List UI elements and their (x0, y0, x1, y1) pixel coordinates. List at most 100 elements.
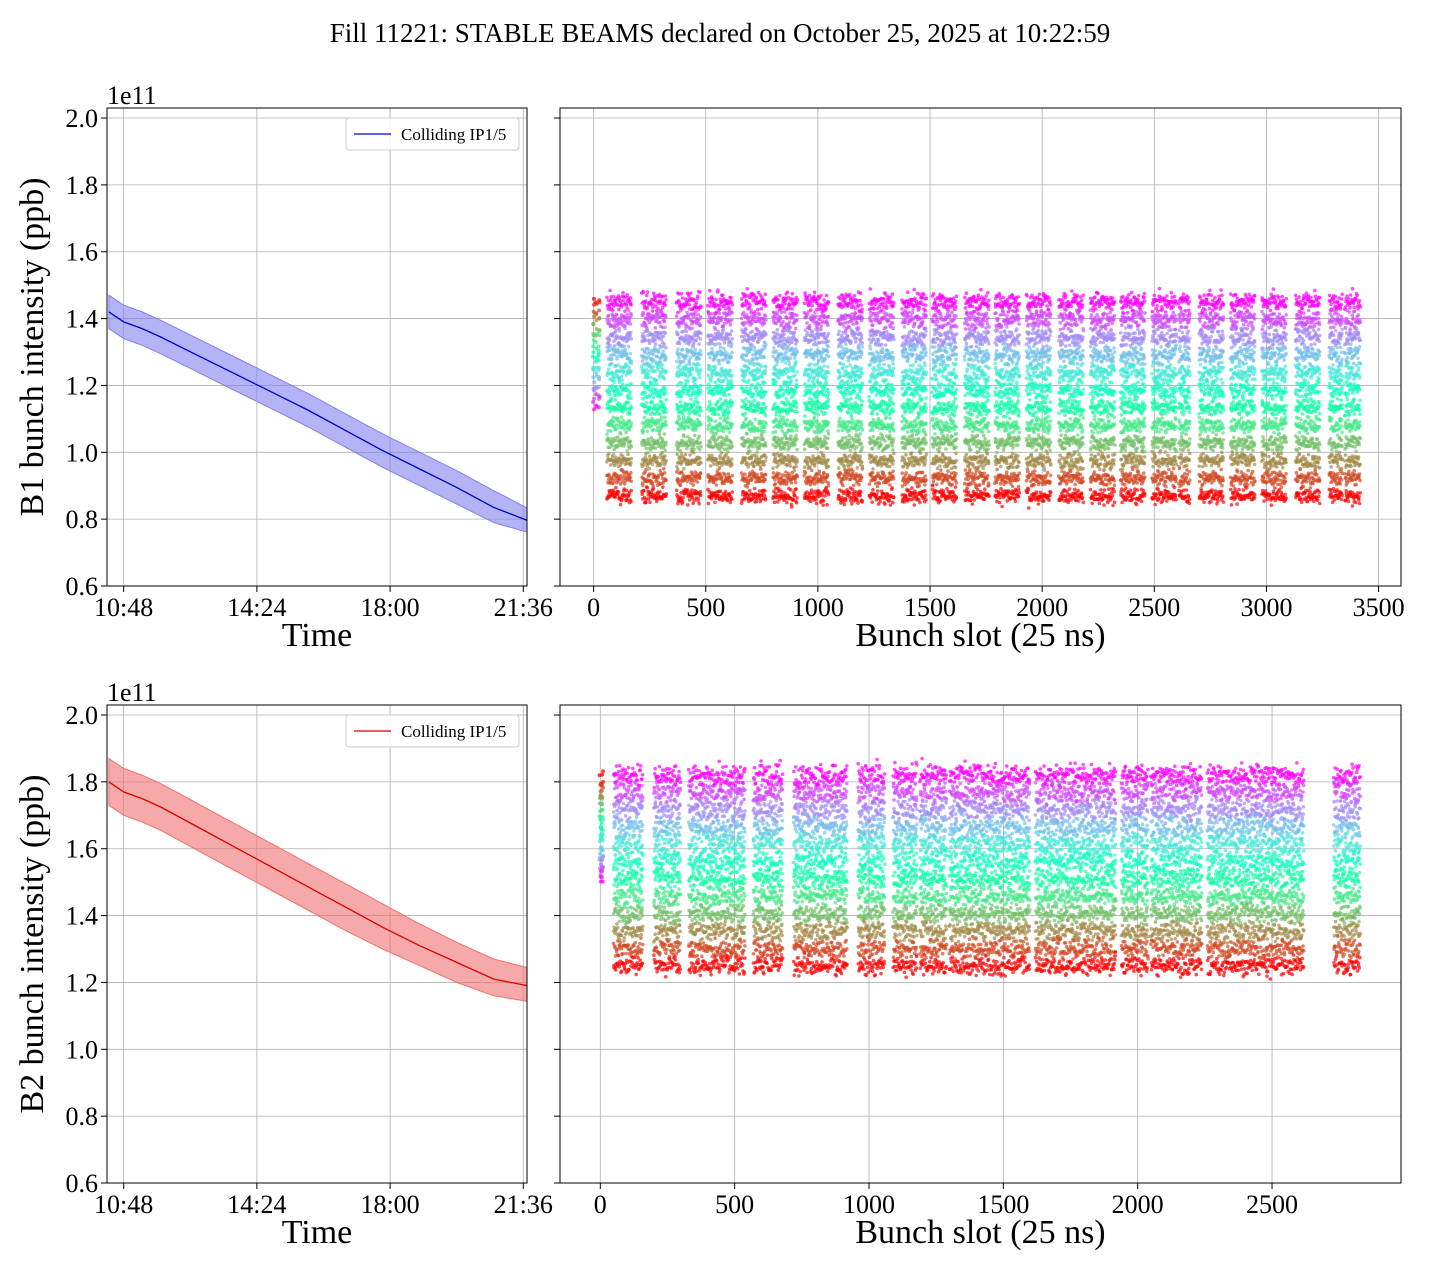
bunch-point (623, 327, 627, 331)
bunch-point (664, 388, 668, 392)
bunch-point (857, 483, 861, 487)
bunch-point (809, 362, 813, 366)
bunch-point (748, 387, 752, 391)
bunch-point (706, 374, 710, 378)
bunch-point (756, 341, 760, 345)
pilot-point (594, 312, 598, 316)
y-tick-label: 1.6 (66, 238, 99, 267)
bunch-point (853, 390, 857, 394)
bunch-point (699, 315, 703, 319)
x-tick-label: 18:00 (360, 593, 419, 622)
bunch-point (688, 303, 692, 307)
bunch-point (847, 326, 851, 330)
bunch-point (795, 370, 799, 374)
bunch-point (719, 397, 723, 401)
bunch-point (730, 497, 734, 501)
bunch-point (699, 337, 703, 341)
bunch-point (824, 307, 828, 311)
bunch-point (676, 468, 680, 472)
bunch-point (780, 490, 784, 494)
bunch-point (716, 288, 720, 292)
bunch-point (657, 350, 661, 354)
bunch-point (629, 461, 633, 465)
bunch-point (692, 345, 696, 349)
bunch-point (826, 446, 830, 450)
bunch-point (775, 363, 779, 367)
bunch-point (652, 395, 656, 399)
pilot-point (597, 377, 601, 381)
bunch-point (627, 366, 631, 370)
bunch-point (692, 483, 696, 487)
bunch-point (664, 423, 668, 427)
bunch-point (839, 375, 843, 379)
bunch-point (858, 299, 862, 303)
bunch-point (827, 345, 831, 349)
bunch-point (675, 453, 679, 457)
bunch-point (615, 313, 619, 317)
bunch-point (677, 325, 681, 329)
bunch-point (730, 463, 734, 467)
bunch-point (762, 356, 766, 360)
bunch-point (823, 332, 827, 336)
bunch-point (808, 324, 812, 328)
bunch-point (629, 404, 633, 408)
bunch-point (675, 314, 679, 318)
bunch-point (753, 487, 757, 491)
pilot-point (597, 358, 601, 362)
bunch-point (689, 291, 693, 295)
bunch-point (641, 359, 645, 363)
bunch-point (751, 330, 755, 334)
bunch-point (682, 435, 686, 439)
bunch-point (608, 344, 612, 348)
bunch-point (743, 473, 747, 477)
bunch-point (682, 467, 686, 471)
bunch-point (809, 308, 813, 312)
bunch-point (859, 432, 863, 436)
bunch-point (854, 378, 858, 382)
bunch-point (781, 437, 785, 441)
bunch-point (747, 378, 751, 382)
bunch-point (663, 454, 667, 458)
y-tick-label: 1.0 (66, 438, 99, 467)
bunch-point (605, 433, 609, 437)
bunch-point (793, 331, 797, 335)
plot-area (109, 295, 546, 537)
bunch-point (626, 401, 630, 405)
bunch-point (856, 501, 860, 505)
bunch-point (786, 418, 790, 422)
bunch-point (663, 377, 667, 381)
bunch-point (847, 359, 851, 363)
bunch-point (748, 489, 752, 493)
bunch-point (763, 478, 767, 482)
bunch-point (664, 411, 668, 415)
bunch-point (664, 419, 668, 423)
bunch-point (858, 494, 862, 498)
bunch-point (803, 302, 807, 306)
bunch-point (661, 485, 665, 489)
bunch-point (730, 374, 734, 378)
bunch-point (692, 451, 696, 455)
bunch-point (794, 465, 798, 469)
bunch-point (860, 336, 864, 340)
bunch-point (699, 494, 703, 498)
bunch-point (814, 498, 818, 502)
bunch-point (663, 471, 667, 475)
bunch-point (684, 382, 688, 386)
bunch-point (805, 321, 809, 325)
bunch-point (730, 351, 734, 355)
bunch-point (821, 504, 825, 508)
bunch-point (608, 289, 612, 293)
bunch-point (764, 406, 768, 410)
bunch-point (730, 311, 734, 315)
bunch-point (651, 463, 655, 467)
bunch-point (860, 404, 864, 408)
bunch-point (796, 460, 800, 464)
bunch-point (652, 428, 656, 432)
bunch-point (837, 330, 841, 334)
bunch-point (724, 443, 728, 447)
bunch-point (747, 367, 751, 371)
bunch-point (858, 455, 862, 459)
bunch-point (708, 289, 712, 293)
bunch-point (730, 342, 734, 346)
bunch-point (744, 397, 748, 401)
